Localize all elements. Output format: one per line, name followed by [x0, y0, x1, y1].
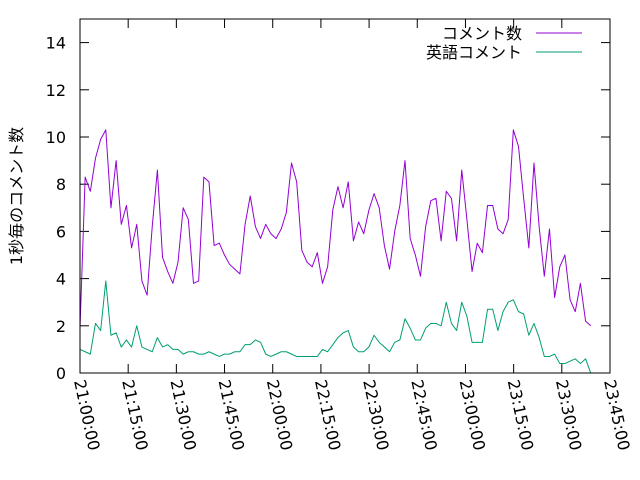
x-tick-label: 23:15:00	[504, 378, 538, 452]
legend-label-0: コメント数	[442, 24, 522, 43]
x-tick-label: 22:45:00	[407, 378, 441, 452]
x-tick-label: 22:00:00	[263, 378, 297, 452]
x-tick-label: 23:30:00	[552, 378, 586, 452]
plot-frame	[79, 18, 611, 374]
series-line-0	[79, 129, 592, 329]
y-tick-label: 12	[46, 81, 66, 100]
y-axis-label: 1秒毎のコメント数	[7, 127, 26, 265]
x-tick-label: 21:00:00	[70, 378, 104, 452]
y-tick-label: 4	[56, 270, 66, 289]
y-tick-label: 10	[46, 128, 66, 147]
y-tick-label: 8	[56, 175, 66, 194]
series-layer	[79, 129, 592, 374]
y-tick-label: 6	[56, 222, 66, 241]
y-tick-labels: 0 2 4 6 8 10 12 14	[46, 34, 66, 383]
x-tick-label: 21:30:00	[166, 378, 200, 452]
x-tick-label: 22:15:00	[311, 378, 345, 452]
x-tick-label: 21:45:00	[215, 378, 249, 452]
x-tick-label: 21:15:00	[118, 378, 152, 452]
x-tick-label: 23:45:00	[600, 378, 634, 452]
legend-label-1: 英語コメント	[426, 43, 522, 62]
x-tick-labels: 21:00:00 21:15:00 21:30:00 21:45:00 22:00:00…	[70, 378, 634, 452]
y-tick-label: 14	[46, 34, 66, 53]
y-tick-label: 0	[56, 364, 66, 383]
y-tick-label: 2	[56, 317, 66, 336]
x-tick-label: 22:30:00	[359, 378, 393, 452]
x-tick-label: 23:00:00	[456, 378, 490, 452]
series-line-1	[79, 280, 592, 374]
